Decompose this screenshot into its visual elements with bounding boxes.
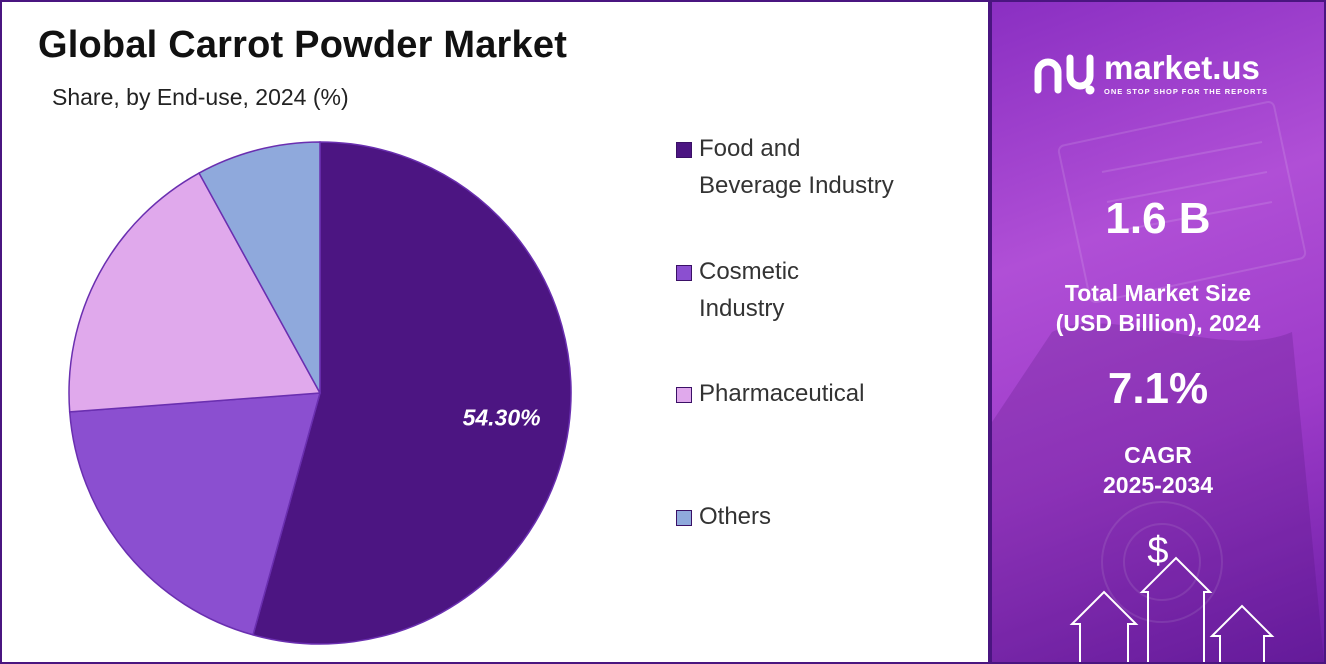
pie-data-labels: 54.30% (463, 405, 541, 431)
legend-label: Food and Beverage Industry (699, 135, 894, 199)
legend-label: Others (699, 503, 772, 530)
chart-subtitle: Share, by End-use, 2024 (%) (52, 84, 349, 110)
cagr-value: 7.1% (1107, 364, 1209, 413)
pie-slice-others (198, 141, 321, 394)
brand-name: market.us (1104, 48, 1260, 86)
legend-label: Cosmetic Industry (699, 258, 800, 322)
market-size-label-line2: (USD Billion), 2024 (1055, 310, 1261, 336)
dollar-icon: $ (1147, 530, 1169, 572)
pie-slices (68, 141, 572, 645)
pie-slice-food-and-beverage-industry (252, 141, 572, 645)
summary-panel: market.us ONE STOP SHOP FOR THE REPORTS … (992, 2, 1324, 662)
cagr-label: CAGR (1124, 442, 1192, 468)
market-size-value: 1.6 B (1105, 194, 1211, 243)
background-decoration (992, 100, 1324, 662)
pie-slice-pharmaceutical (68, 172, 322, 413)
chart-title: Global Carrot Powder Market (38, 24, 568, 66)
legend-item: Pharmaceutical (676, 375, 939, 412)
legend-swatch (676, 265, 692, 281)
legend-label: Pharmaceutical (699, 380, 865, 407)
legend-item: Cosmetic Industry (676, 253, 939, 327)
pie-chart: 54.30% (68, 141, 572, 645)
legend-item: Food and Beverage Industry (676, 130, 939, 204)
pie-slice-cosmetic-industry (68, 392, 322, 636)
pie-data-label: 54.30% (463, 405, 541, 431)
cagr-period: 2025-2034 (1103, 472, 1213, 498)
legend-swatch (676, 387, 692, 403)
brand: market.us ONE STOP SHOP FOR THE REPORTS (1032, 50, 1268, 96)
brand-tagline: ONE STOP SHOP FOR THE REPORTS (1104, 86, 1269, 96)
arrow-up-icon (1069, 556, 1275, 662)
legend-item: Others (676, 498, 939, 535)
market-size-label-line1: Total Market Size (1064, 280, 1252, 306)
brand-logo-icon (1034, 54, 1095, 95)
panel-divider (988, 0, 992, 664)
legend-swatch (676, 142, 692, 158)
legend-swatch (676, 510, 692, 526)
